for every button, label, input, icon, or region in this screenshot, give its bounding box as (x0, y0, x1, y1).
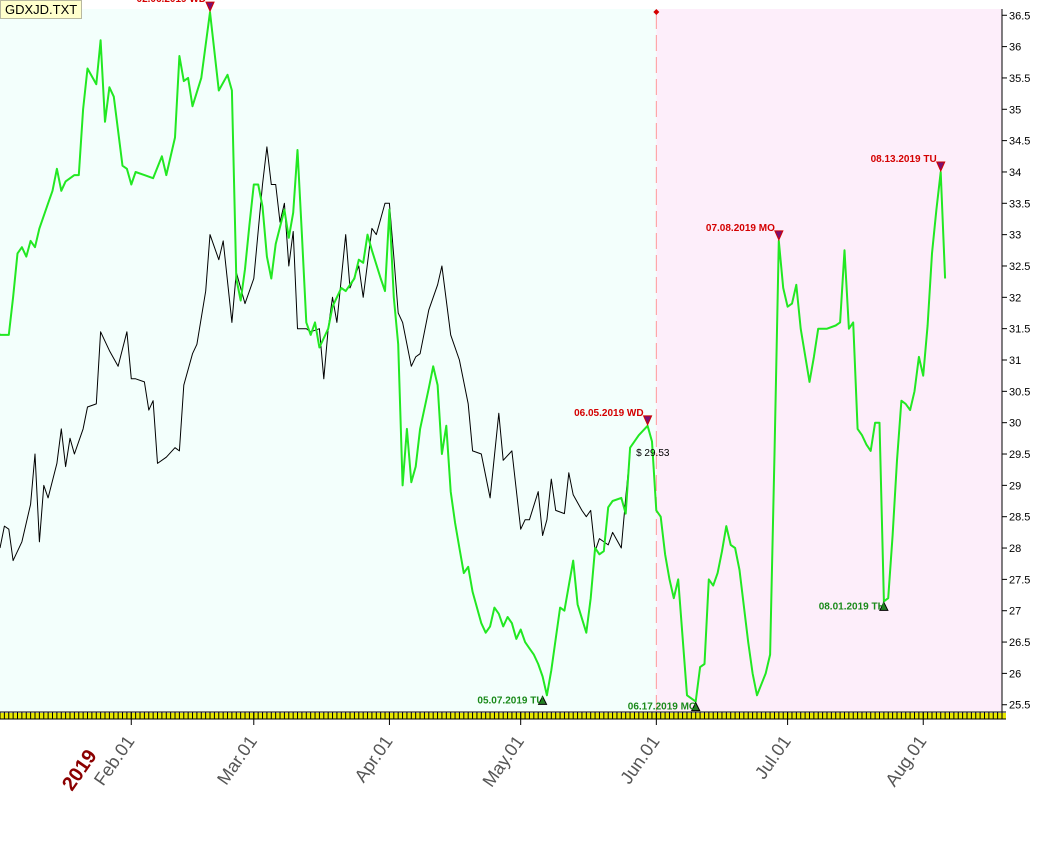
price-tick-label: 34 (1009, 167, 1021, 179)
price-tick-label: 29.5 (1009, 449, 1030, 461)
month-tick-label: Aug.01 (881, 732, 930, 790)
price-tick-label: 32 (1009, 292, 1021, 304)
swing-low-label: 08.01.2019 TH (819, 601, 885, 612)
price-tick-label: 34.5 (1009, 136, 1030, 148)
month-tick-label: Mar.01 (213, 732, 261, 789)
price-tick-label: 28.5 (1009, 512, 1030, 524)
history-background (0, 9, 657, 711)
price-tick-label: 32.5 (1009, 261, 1030, 273)
price-tick-label: 31.5 (1009, 324, 1030, 336)
price-tick-label: 36.5 (1009, 10, 1030, 22)
swing-high-arrow-icon (205, 1, 215, 13)
price-tick-label: 25.5 (1009, 700, 1030, 712)
swing-high-label: 06.05.2019 WD (574, 408, 644, 419)
swing-high-arrow-icon (935, 161, 946, 173)
price-tick-label: 27 (1009, 606, 1021, 618)
price-tick-label: 28 (1009, 543, 1021, 555)
price-tick-label: 26 (1009, 668, 1021, 680)
date-ruler (0, 711, 1006, 720)
forecast-background (656, 9, 1002, 711)
price-tick-label: 35.5 (1009, 73, 1030, 85)
swing-high-label: 07.08.2019 MO (706, 223, 775, 234)
month-tick-label: May.01 (478, 732, 527, 791)
last-price-label: $ 29.53 (636, 448, 670, 459)
price-tick-label: 31 (1009, 355, 1021, 367)
annotation-layer: 02.06.2019 WD 06.05.2019 WD 07.08.2019 MO 0… (137, 0, 946, 713)
month-tick-label: Jul.01 (751, 732, 795, 783)
month-tick-label: Jun.01 (616, 732, 663, 788)
swing-low-arrow-icon (537, 695, 548, 705)
swing-low-label: 06.17.2019 MO (628, 702, 697, 713)
swing-low-label: 05.07.2019 TU (477, 695, 543, 706)
swing-low-arrow-icon (690, 701, 701, 712)
month-tick-label: Apr.01 (350, 732, 396, 786)
swing-high-label: 08.13.2019 TU (871, 154, 937, 165)
price-tick-label: 36 (1009, 42, 1021, 54)
swing-high-label: 02.06.2019 WD (137, 0, 207, 5)
price-axis: 25.5 26 26.5 27 27.5 28 28.5 29 29.5 30 30.5 31 31.5… (1001, 9, 1030, 713)
price-tick-label: 33 (1009, 230, 1021, 242)
price-tick-label: 26.5 (1009, 637, 1030, 649)
price-tick-label: 29 (1009, 480, 1021, 492)
price-tick-label: 35 (1009, 104, 1021, 116)
price-tick-label: 30 (1009, 418, 1021, 430)
swing-low-arrow-icon (879, 601, 889, 611)
price-tick-label: 27.5 (1009, 574, 1030, 586)
swing-high-arrow-icon (642, 415, 653, 427)
forecast-series-line (0, 11, 947, 703)
series-layer: $ 29.53 (0, 11, 947, 703)
swing-high-arrow-icon (774, 230, 784, 242)
price-tick-label: 30.5 (1009, 386, 1030, 398)
divider-marker-icon (653, 9, 660, 15)
window-title[interactable]: GDXJD.TXT (0, 0, 83, 19)
price-tick-label: 33.5 (1009, 198, 1030, 210)
